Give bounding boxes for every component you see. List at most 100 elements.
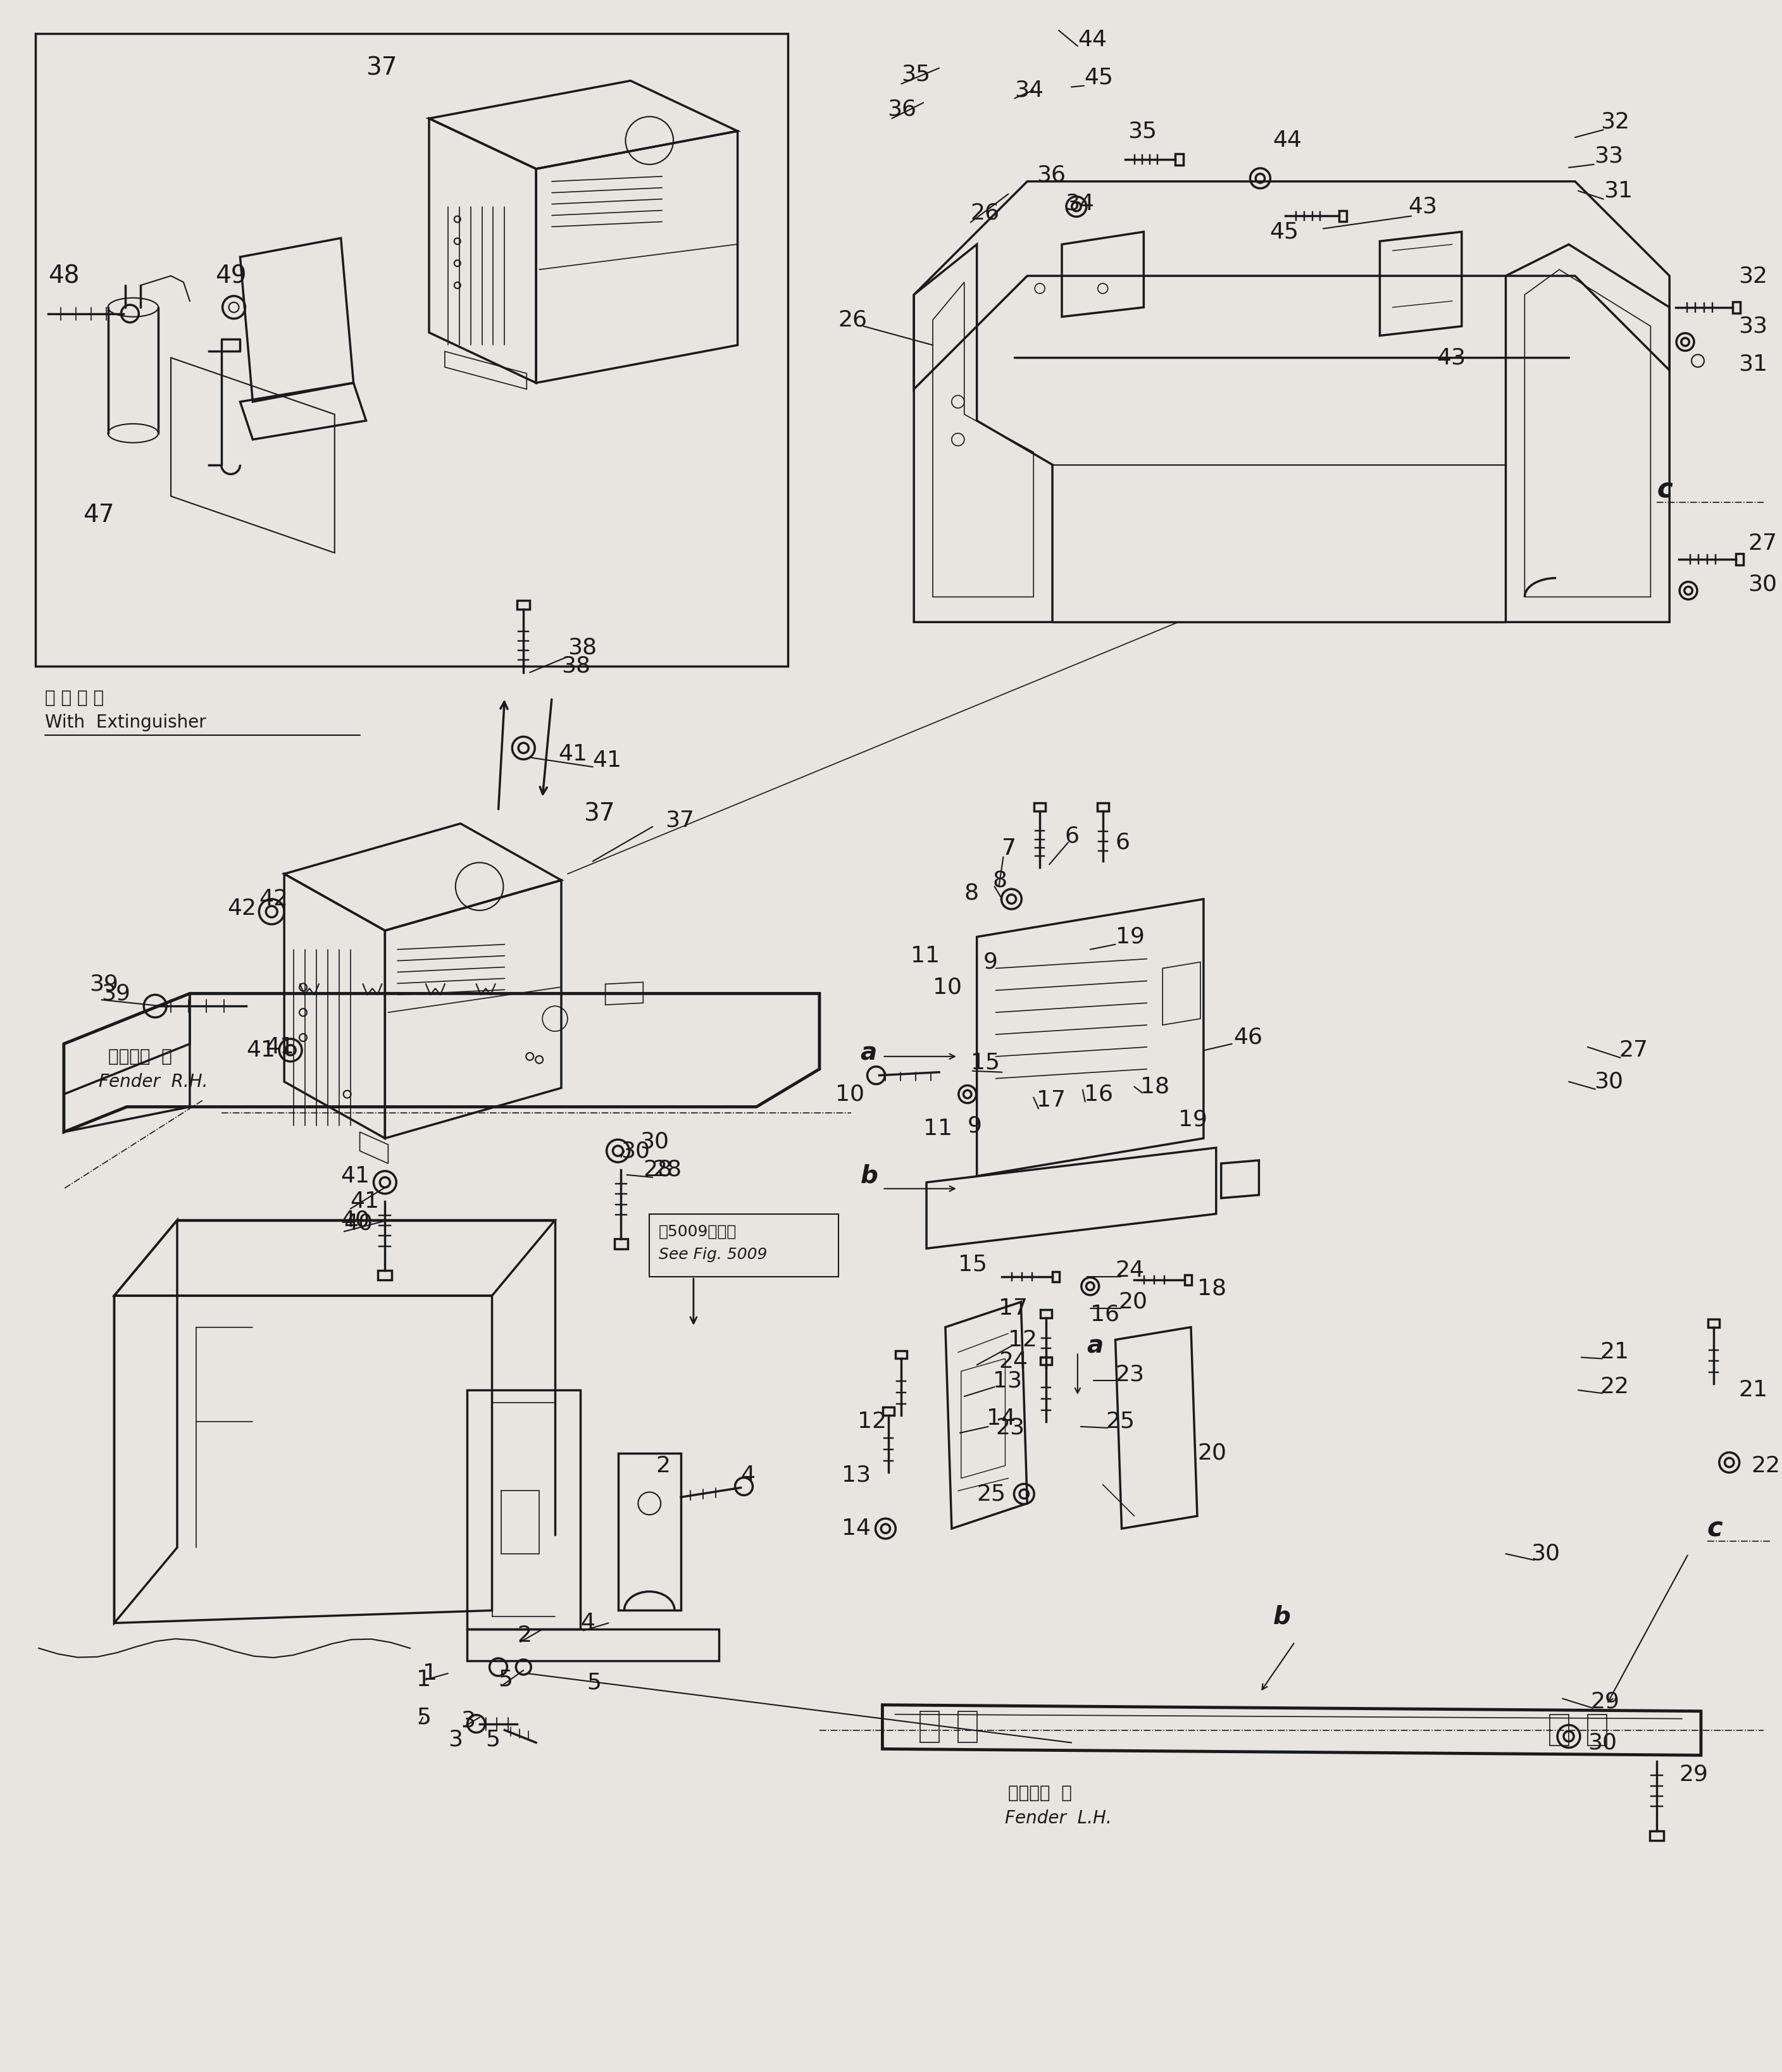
- Bar: [884, 1407, 895, 1415]
- Text: 43: 43: [1436, 346, 1465, 369]
- Text: See Fig. 5009: See Fig. 5009: [659, 1247, 768, 1262]
- Text: 19: 19: [1178, 1109, 1208, 1129]
- Text: 15: 15: [959, 1254, 987, 1274]
- Bar: [896, 1351, 907, 1359]
- Bar: [1041, 1310, 1051, 1318]
- Text: 17: 17: [1000, 1297, 1028, 1320]
- Text: 47: 47: [82, 503, 114, 526]
- Text: 30: 30: [1588, 1732, 1616, 1753]
- Text: 20: 20: [1198, 1442, 1226, 1463]
- Text: 12: 12: [857, 1411, 886, 1432]
- Bar: [1732, 303, 1741, 313]
- Text: c: c: [1657, 477, 1673, 503]
- Text: 39: 39: [89, 974, 118, 995]
- Text: 30: 30: [622, 1140, 650, 1162]
- Text: 48: 48: [48, 263, 80, 288]
- Text: 5: 5: [417, 1707, 431, 1728]
- Text: 18: 18: [1198, 1276, 1226, 1299]
- Text: 41: 41: [246, 1040, 276, 1061]
- Bar: [517, 601, 529, 609]
- Text: 40: 40: [340, 1210, 371, 1231]
- Text: 27: 27: [1620, 1040, 1648, 1061]
- Text: 30: 30: [1593, 1071, 1623, 1092]
- Bar: [1707, 1320, 1720, 1328]
- Text: 28: 28: [652, 1158, 683, 1181]
- Text: 21: 21: [1739, 1380, 1768, 1401]
- Text: 40: 40: [344, 1212, 372, 1235]
- Text: 1: 1: [417, 1668, 431, 1691]
- Text: 23: 23: [1116, 1363, 1144, 1384]
- Text: Fender  R.H.: Fender R.H.: [98, 1073, 208, 1090]
- Text: a: a: [861, 1042, 877, 1065]
- Text: 41: 41: [266, 1036, 294, 1059]
- Text: 33: 33: [1593, 145, 1623, 168]
- Text: 18: 18: [1140, 1075, 1169, 1098]
- Text: 30: 30: [1748, 574, 1777, 595]
- Bar: [1338, 211, 1347, 222]
- Bar: [1041, 1357, 1051, 1365]
- Text: 13: 13: [993, 1370, 1021, 1392]
- Text: 34: 34: [1066, 193, 1094, 213]
- Text: 16: 16: [1083, 1084, 1114, 1104]
- Text: 43: 43: [1408, 197, 1438, 218]
- Bar: [1098, 804, 1108, 810]
- Text: 9: 9: [968, 1115, 982, 1135]
- Bar: [1650, 1832, 1664, 1840]
- Text: 41: 41: [558, 744, 588, 765]
- Text: 41: 41: [340, 1164, 371, 1187]
- Text: 36: 36: [1037, 164, 1066, 186]
- Text: 6: 6: [1116, 831, 1130, 854]
- Text: 22: 22: [1600, 1376, 1629, 1399]
- Text: 32: 32: [1600, 112, 1629, 133]
- Text: 7: 7: [1001, 837, 1016, 860]
- Text: 21: 21: [1600, 1341, 1629, 1363]
- Text: 5: 5: [486, 1728, 501, 1751]
- Text: 44: 44: [1078, 29, 1107, 50]
- Text: フェンダ  右: フェンダ 右: [109, 1048, 171, 1065]
- Text: 16: 16: [1091, 1303, 1119, 1326]
- Text: 8: 8: [993, 870, 1007, 891]
- Text: 42: 42: [228, 897, 257, 920]
- Text: 23: 23: [996, 1417, 1025, 1438]
- Text: 5: 5: [499, 1668, 513, 1691]
- Text: 2: 2: [517, 1624, 531, 1647]
- Text: 30: 30: [1531, 1544, 1559, 1564]
- Text: 38: 38: [568, 636, 597, 659]
- Text: 28: 28: [643, 1158, 672, 1181]
- Text: 44: 44: [1272, 131, 1303, 151]
- Text: 29: 29: [1591, 1691, 1620, 1711]
- Text: 5: 5: [586, 1672, 601, 1693]
- Text: 27: 27: [1748, 533, 1777, 553]
- Text: 31: 31: [1604, 180, 1632, 201]
- Bar: [378, 1270, 392, 1280]
- Text: 37: 37: [365, 56, 397, 81]
- Text: 36: 36: [887, 97, 916, 120]
- Text: 26: 26: [838, 309, 868, 332]
- Text: 14: 14: [841, 1519, 871, 1539]
- Text: Fender  L.H.: Fender L.H.: [1005, 1809, 1112, 1828]
- Bar: [1034, 804, 1046, 810]
- Text: 35: 35: [1128, 120, 1157, 141]
- Text: 31: 31: [1739, 352, 1768, 375]
- Text: 3: 3: [447, 1728, 463, 1751]
- Text: 12: 12: [1009, 1328, 1037, 1351]
- Text: 29: 29: [1679, 1763, 1707, 1784]
- Text: 2: 2: [656, 1455, 670, 1477]
- Text: 46: 46: [1233, 1028, 1263, 1048]
- Text: 19: 19: [1116, 926, 1144, 947]
- Text: 30: 30: [640, 1131, 668, 1152]
- Text: 8: 8: [964, 883, 978, 903]
- Text: 42: 42: [258, 889, 289, 910]
- Text: 17: 17: [1037, 1090, 1066, 1111]
- Text: 49: 49: [216, 263, 246, 288]
- Text: c: c: [1707, 1515, 1723, 1542]
- Text: 41: 41: [593, 750, 622, 771]
- Text: 1: 1: [422, 1662, 437, 1685]
- Bar: [1053, 1272, 1060, 1283]
- Text: 32: 32: [1739, 265, 1768, 286]
- Text: 37: 37: [665, 810, 695, 831]
- Text: 26: 26: [971, 203, 1000, 224]
- Text: 3: 3: [460, 1709, 476, 1732]
- Bar: [1185, 1274, 1192, 1285]
- Text: 22: 22: [1752, 1455, 1780, 1477]
